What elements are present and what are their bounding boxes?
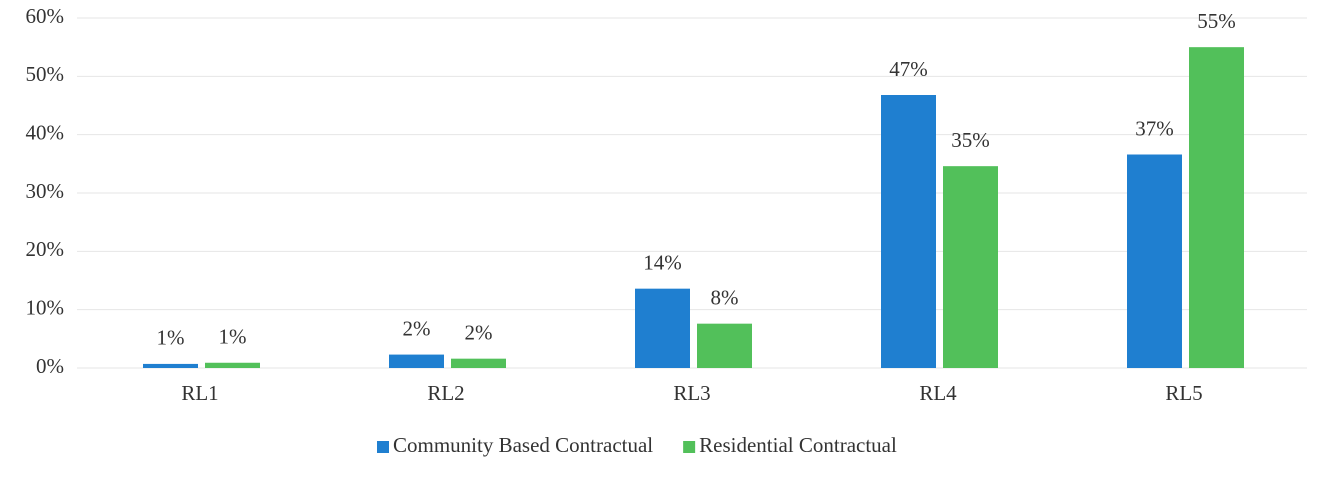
bar (1189, 47, 1244, 369)
x-tick-label: RL1 (181, 381, 218, 405)
data-label: 14% (643, 250, 682, 274)
bar (205, 362, 260, 368)
bar (389, 354, 444, 368)
legend-label: Residential Contractual (699, 433, 897, 457)
legend-swatch (683, 441, 696, 453)
data-label: 1% (219, 325, 247, 349)
y-tick-label: 0% (36, 354, 64, 378)
data-label: 1% (157, 326, 185, 350)
x-tick-label: RL4 (919, 381, 957, 405)
y-tick-label: 60% (26, 4, 65, 28)
data-label: 37% (1135, 116, 1174, 140)
data-label: 8% (711, 285, 739, 309)
bar (881, 95, 936, 368)
bar (943, 166, 998, 368)
data-label: 47% (889, 57, 928, 81)
data-label: 2% (403, 316, 431, 340)
legend-swatch (377, 441, 389, 453)
y-tick-label: 50% (26, 62, 65, 86)
y-tick-label: 40% (26, 120, 65, 144)
data-label: 35% (951, 128, 990, 152)
y-tick-label: 20% (26, 237, 65, 261)
bar (697, 323, 752, 368)
bar (635, 288, 690, 368)
data-label: 2% (465, 320, 493, 344)
bar (1127, 154, 1182, 368)
bar (451, 358, 506, 368)
y-tick-label: 10% (26, 295, 65, 319)
legend-label: Community Based Contractual (393, 433, 653, 457)
bar (143, 363, 198, 368)
x-tick-label: RL5 (1165, 381, 1202, 405)
x-tick-label: RL3 (673, 381, 710, 405)
x-tick-label: RL2 (427, 381, 464, 405)
y-tick-label: 30% (26, 179, 65, 203)
data-label: 55% (1197, 9, 1236, 33)
